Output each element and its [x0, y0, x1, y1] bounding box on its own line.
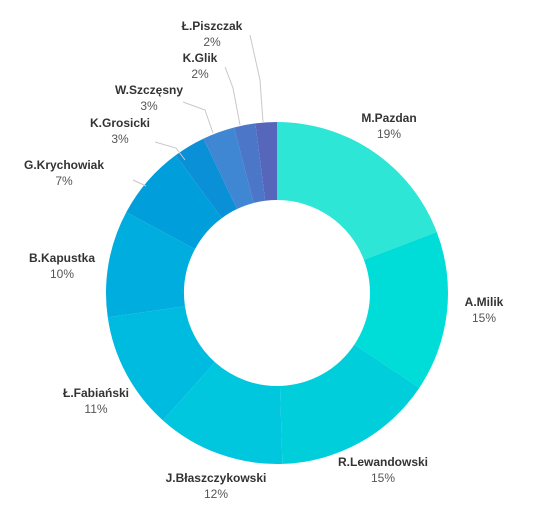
- slice-value-3: 12%: [204, 487, 228, 501]
- slice-value-9: 2%: [191, 67, 209, 81]
- slice-9[interactable]: [234, 123, 266, 203]
- slice-label-2: R.Lewandowski: [338, 455, 428, 469]
- leader-lines-group: [132, 34, 264, 187]
- slice-value-6: 7%: [55, 174, 73, 188]
- slice-label-7: K.Grosicki: [90, 116, 150, 130]
- slice-2[interactable]: [279, 344, 420, 464]
- slice-label-3: J.Błaszczykowski: [166, 471, 267, 485]
- slice-value-2: 15%: [371, 471, 395, 485]
- slice-value-1: 15%: [472, 311, 496, 325]
- leader-line-8: [182, 101, 214, 134]
- slice-label-9: K.Glik: [183, 51, 218, 65]
- slice-label-8: W.Szczęsny: [115, 83, 183, 97]
- slice-7[interactable]: [175, 138, 238, 219]
- slice-value-4: 11%: [84, 402, 107, 416]
- slice-label-6: G.Krychowiak: [24, 158, 104, 172]
- slice-value-7: 3%: [111, 132, 129, 146]
- leader-line-7: [154, 141, 186, 161]
- slice-label-5: B.Kapustka: [29, 251, 95, 265]
- slice-value-5: 10%: [50, 267, 74, 281]
- leader-line-10: [249, 34, 264, 123]
- leader-line-9: [224, 66, 241, 126]
- slice-value-10: 2%: [203, 35, 221, 49]
- slice-label-0: M.Pazdan: [361, 111, 416, 125]
- slice-6[interactable]: [126, 155, 222, 250]
- slice-4[interactable]: [107, 306, 215, 421]
- slice-1[interactable]: [354, 231, 448, 388]
- labels-group: M.Pazdan 19% A.Milik 15% R.Lewandowski 15% J.B…: [24, 19, 504, 501]
- slice-value-8: 3%: [140, 99, 158, 113]
- leader-line-6: [132, 179, 147, 187]
- slice-value-0: 19%: [377, 127, 401, 141]
- slice-0[interactable]: [277, 122, 437, 260]
- slice-label-4: Ł.Fabiański: [63, 386, 129, 400]
- slice-label-10: Ł.Piszczak: [182, 19, 243, 33]
- slice-3[interactable]: [162, 362, 283, 464]
- slice-10[interactable]: [255, 122, 277, 201]
- slice-5[interactable]: [105, 212, 196, 318]
- slice-label-1: A.Milik: [465, 295, 504, 309]
- slice-8[interactable]: [203, 127, 254, 210]
- slices-group: [105, 122, 448, 464]
